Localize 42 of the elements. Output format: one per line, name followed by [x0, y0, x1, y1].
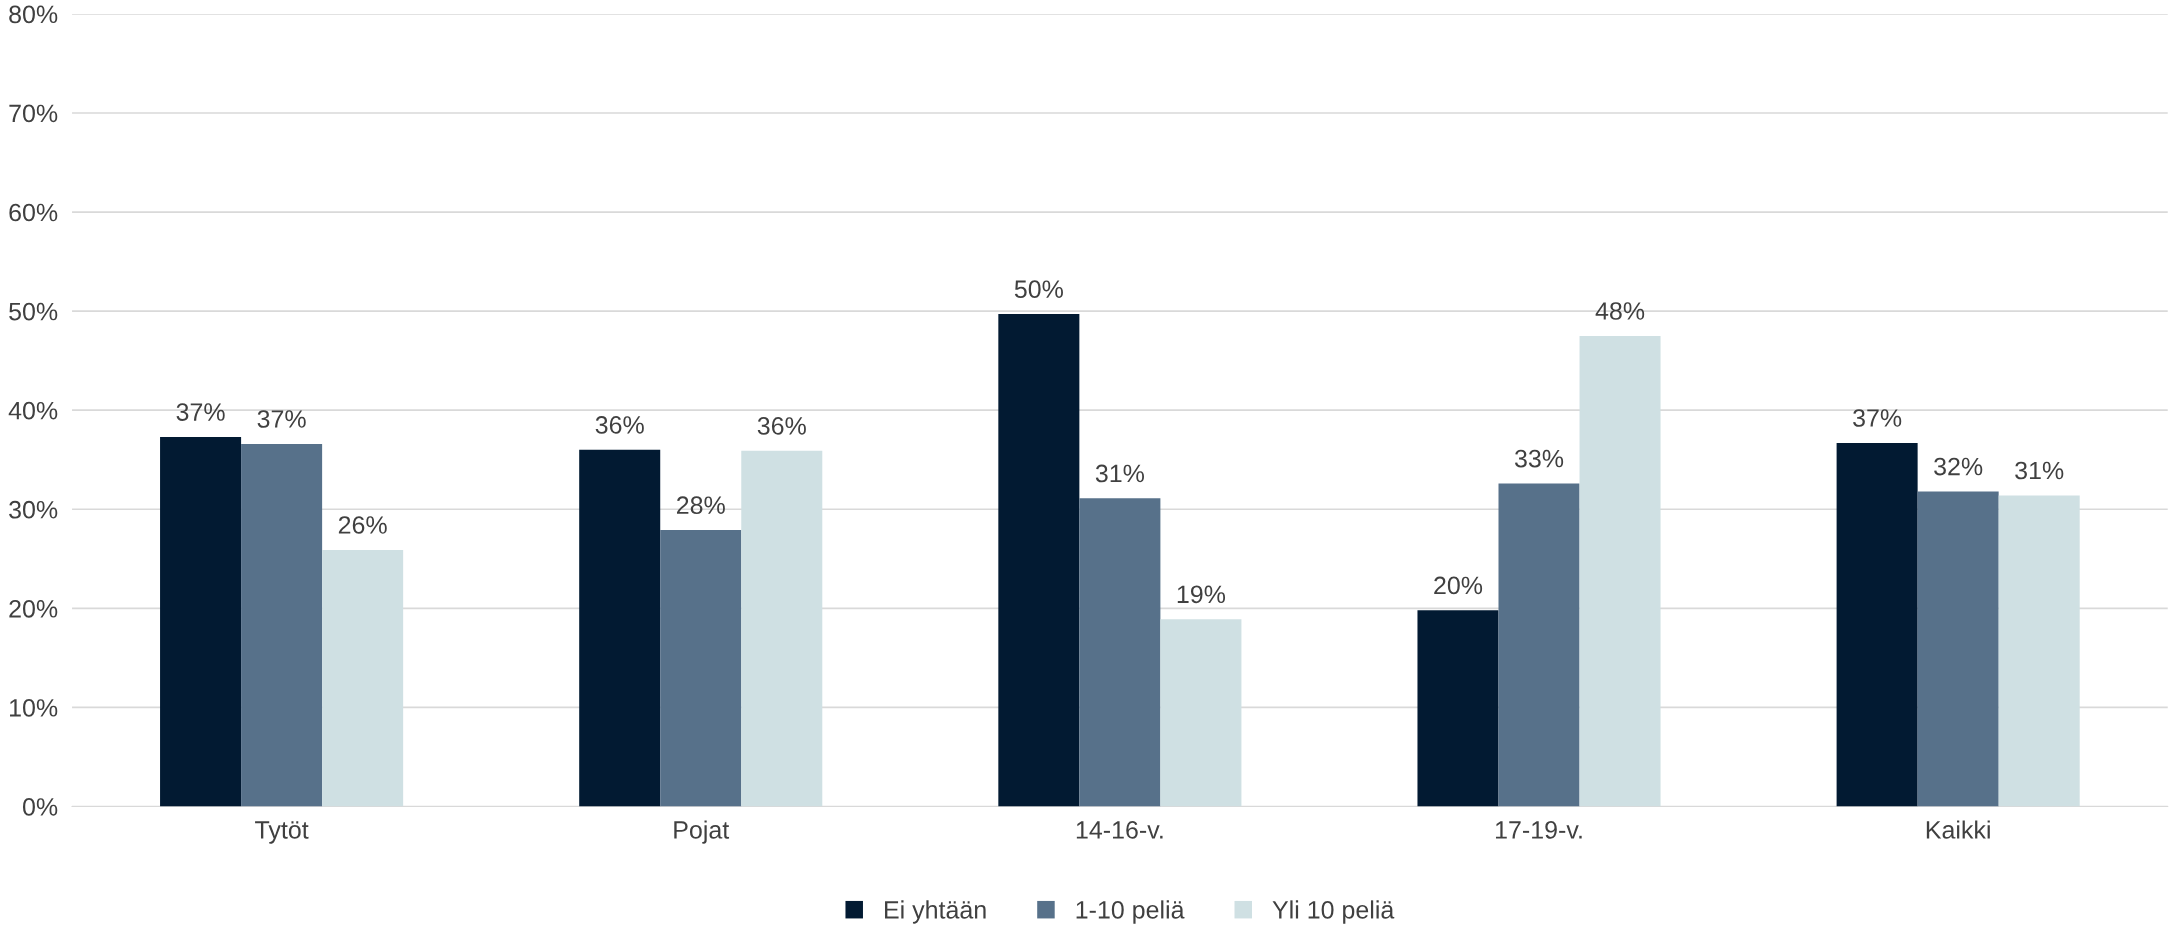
y-tick-label: 50%: [9, 302, 58, 321]
bar: [241, 443, 323, 807]
data-label: 50%: [1014, 280, 1063, 299]
legend-label: 1-10 peliä: [1076, 900, 1185, 924]
data-label: 26%: [338, 516, 387, 534]
bar: [1917, 491, 1999, 807]
x-tick-label: 17-19-v.: [1495, 821, 1582, 839]
data-label: 31%: [2015, 461, 2064, 480]
y-tick-label: 0%: [22, 798, 58, 816]
legend-label: Yli 10 peliä: [1272, 900, 1395, 924]
data-label: 37%: [1853, 409, 1902, 427]
data-label: 48%: [1595, 302, 1645, 320]
bar: [1417, 610, 1499, 807]
y-tick-label: 60%: [9, 203, 58, 222]
x-tick-label: 14-16-v.: [1076, 821, 1163, 839]
x-tick-label: Tytöt: [255, 821, 309, 844]
bar: [1498, 483, 1580, 807]
data-label: 36%: [757, 417, 806, 435]
data-label: 37%: [176, 403, 225, 421]
x-tick-label: Kaikki: [1926, 820, 1990, 839]
y-tick-label: 30%: [9, 500, 58, 519]
bar: [160, 436, 242, 807]
bar: [1836, 442, 1918, 807]
bar: [1079, 498, 1161, 807]
bar: [660, 530, 742, 807]
y-tick-label: 10%: [10, 699, 58, 717]
legend-label: Ei yhtään: [885, 900, 986, 924]
y-tick-label: 80%: [9, 5, 58, 24]
data-label: 37%: [257, 410, 306, 428]
y-tick-label: 70%: [9, 104, 58, 123]
data-label: 31%: [1095, 464, 1145, 483]
bar: [998, 314, 1080, 807]
data-label: 32%: [1934, 457, 1983, 476]
x-tick-label: Pojat: [674, 820, 730, 844]
data-label: 36%: [595, 416, 644, 434]
data-label: 28%: [676, 496, 725, 515]
data-label: 33%: [1514, 449, 1564, 468]
data-label: 20%: [1434, 576, 1483, 595]
data-label: 19%: [1177, 585, 1226, 604]
y-tick-label: 20%: [9, 599, 58, 618]
y-tick-label: 40%: [8, 401, 58, 420]
bar: [579, 449, 661, 807]
